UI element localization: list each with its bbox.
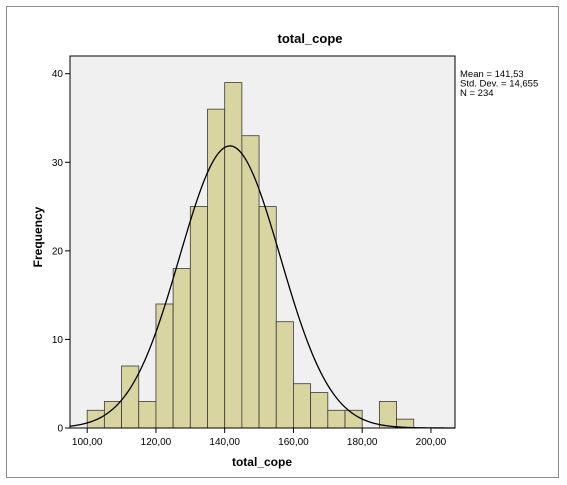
histogram-bar [103, 401, 122, 429]
histogram-bar [189, 206, 208, 429]
histogram-bar [224, 82, 243, 429]
histogram-bar [378, 401, 397, 429]
histogram-bar [293, 383, 312, 429]
x-tick-label: 100,00 [72, 437, 103, 448]
y-axis-label: Frequency [31, 206, 45, 267]
y-tick-label: 10 [52, 335, 64, 346]
x-tick-label: 160,00 [278, 437, 309, 448]
histogram-bar [241, 135, 260, 429]
normal-curve [69, 145, 456, 429]
histogram-bars [86, 82, 415, 429]
histogram-bar [310, 392, 329, 429]
stats-line: N = 234 [460, 88, 494, 99]
x-axis-label: total_cope [232, 455, 292, 469]
y-tick-label: 30 [52, 158, 64, 169]
x-axis: 100,00 120,00 140,00 160,00 180,00 200,00 [72, 428, 447, 448]
y-tick-label: 40 [52, 69, 64, 80]
histogram-bar [275, 321, 294, 429]
x-tick-label: 180,00 [347, 437, 378, 448]
y-tick-label: 20 [52, 246, 64, 257]
y-axis: 0 10 20 30 40 [52, 69, 70, 435]
x-tick-label: 120,00 [141, 437, 172, 448]
histogram-bar [86, 409, 105, 429]
histogram-bar [344, 409, 363, 429]
x-tick-label: 200,00 [416, 437, 447, 448]
histogram-bar [172, 268, 191, 429]
histogram-bar [327, 409, 346, 429]
chart-title: total_cope [277, 31, 342, 46]
y-tick-label: 0 [57, 424, 63, 435]
histogram-bar [155, 303, 174, 429]
histogram-bar [138, 401, 157, 429]
stats-line: Mean = 141,53 [460, 69, 524, 80]
stats-line: Std. Dev. = 14,655 [460, 79, 538, 90]
histogram-bar [258, 206, 277, 429]
x-tick-label: 140,00 [209, 437, 240, 448]
